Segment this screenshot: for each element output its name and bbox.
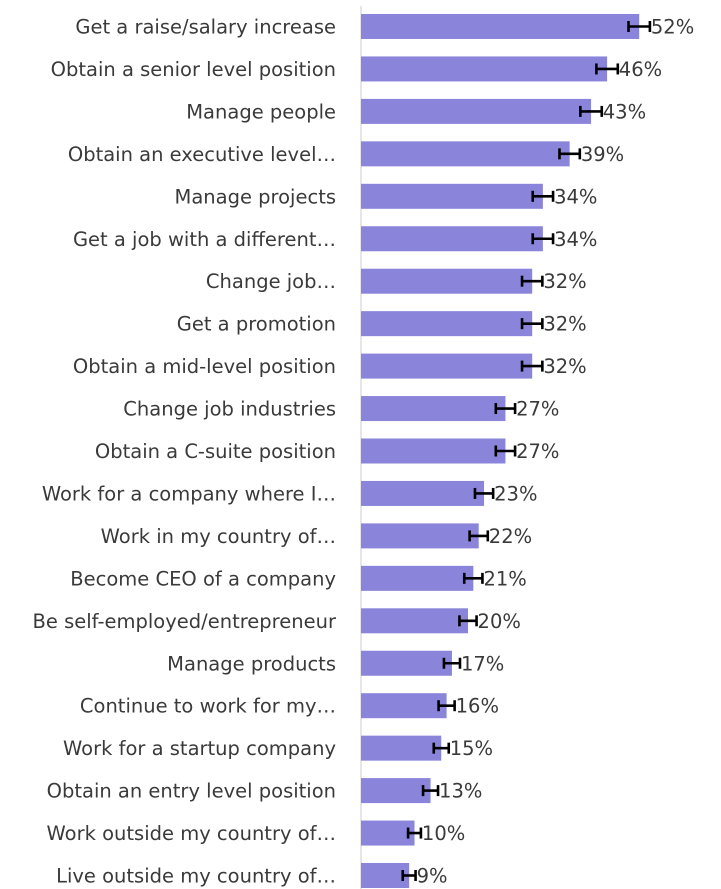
error-bar <box>595 63 620 75</box>
error-bar <box>531 233 555 245</box>
bar <box>361 523 479 549</box>
value-label: 20% <box>478 610 521 633</box>
category-label: Continue to work for my… <box>80 695 336 718</box>
value-label: 34% <box>554 228 597 251</box>
category-labels-group: Get a raise/salary increase Obtain a seni… <box>33 16 337 888</box>
value-label: 22% <box>489 525 532 548</box>
category-label: Manage products <box>167 652 336 675</box>
value-label: 32% <box>543 355 586 378</box>
error-bar <box>442 657 462 669</box>
category-label: Get a raise/salary increase <box>75 16 336 39</box>
value-label: 39% <box>581 143 624 166</box>
bar <box>361 565 474 591</box>
category-label: Work in my country of… <box>101 525 336 548</box>
category-label: Obtain a mid-level position <box>73 355 336 378</box>
error-bar <box>401 870 417 881</box>
bar <box>361 396 506 422</box>
value-label: 10% <box>422 822 465 845</box>
value-label: 27% <box>516 440 559 463</box>
bar <box>361 480 485 506</box>
bar <box>361 778 431 804</box>
error-bar <box>520 360 544 372</box>
value-label: 15% <box>450 737 493 760</box>
error-bar <box>406 827 423 839</box>
category-label: Get a promotion <box>177 313 336 336</box>
bars-group <box>361 14 640 888</box>
value-label: 16% <box>456 695 499 718</box>
bar <box>361 693 447 719</box>
bar <box>361 735 442 761</box>
value-label: 32% <box>543 313 586 336</box>
error-bar <box>468 530 490 542</box>
value-label: 43% <box>603 100 646 123</box>
category-label: Obtain an executive level… <box>68 143 336 166</box>
bar <box>361 820 415 846</box>
bar <box>361 183 543 209</box>
bar <box>361 608 468 634</box>
value-label: 32% <box>543 270 586 293</box>
error-bar <box>520 275 544 287</box>
value-label: 52% <box>651 16 694 39</box>
bar <box>361 141 570 167</box>
error-bar <box>558 148 582 160</box>
value-label: 34% <box>554 185 597 208</box>
error-bars-group <box>401 21 652 881</box>
error-bar <box>421 785 440 797</box>
bar <box>361 353 533 379</box>
bar <box>361 226 543 252</box>
category-label: Manage people <box>186 100 336 123</box>
error-bar <box>627 21 652 32</box>
value-label: 23% <box>494 482 537 505</box>
category-label: Become CEO of a company <box>70 567 336 590</box>
value-label: 17% <box>461 652 504 675</box>
category-label: Live outside my country of… <box>56 865 336 888</box>
error-bar <box>458 615 478 627</box>
error-bar <box>531 190 555 202</box>
error-bar <box>520 318 544 330</box>
bar <box>361 311 533 337</box>
error-bar <box>437 700 456 712</box>
bar <box>361 268 533 294</box>
value-label: 21% <box>483 567 526 590</box>
error-bar <box>579 105 604 117</box>
bar <box>361 438 506 464</box>
category-label: Change job… <box>206 270 336 293</box>
bar <box>361 650 452 676</box>
value-label: 27% <box>516 398 559 421</box>
value-label: 13% <box>439 780 482 803</box>
category-label: Work for a startup company <box>63 737 336 760</box>
bar <box>361 863 410 888</box>
value-label: 46% <box>619 58 662 81</box>
category-label: Manage projects <box>175 185 337 208</box>
bar <box>361 14 640 39</box>
category-label: Obtain an entry level position <box>47 780 336 803</box>
category-label: Change job industries <box>123 398 336 421</box>
category-label: Be self-employed/entrepreneur <box>33 610 337 633</box>
error-bar <box>432 742 451 754</box>
category-label: Work outside my country of… <box>47 822 336 845</box>
value-label: 9% <box>417 865 448 888</box>
error-bar <box>494 403 517 415</box>
category-label: Obtain a senior level position <box>51 58 336 81</box>
category-label: Get a job with a different… <box>73 228 336 251</box>
value-labels-group: 52% 46% 43% 39% 34% 34% 32% 32% 32% 27% 27% 23% 22% 2… <box>417 16 695 888</box>
category-label: Obtain a C-suite position <box>95 440 336 463</box>
bar <box>361 98 592 124</box>
error-bar <box>494 445 517 457</box>
error-bar <box>473 487 495 499</box>
error-bar <box>462 572 484 584</box>
category-label: Work for a company where I… <box>42 482 336 505</box>
bar <box>361 56 608 82</box>
